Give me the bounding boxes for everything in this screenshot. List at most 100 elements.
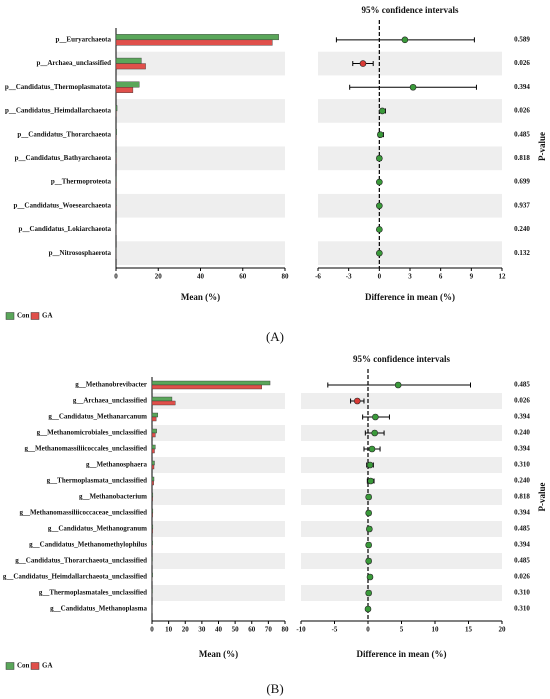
point — [376, 178, 383, 186]
row-band — [301, 425, 502, 441]
bar — [151, 412, 159, 418]
row-band — [301, 457, 502, 473]
row-band — [116, 99, 285, 123]
point — [364, 605, 372, 613]
legend-label: GA — [42, 312, 53, 320]
category-label: g__Methanomassiliicoccaceae_unclassified — [19, 509, 147, 517]
bar — [115, 39, 273, 46]
point — [365, 557, 372, 565]
x-tick-label: 20 — [155, 273, 163, 281]
x-tick-label: 10 — [165, 626, 173, 634]
point — [366, 461, 374, 469]
bar — [151, 400, 176, 406]
row-band — [301, 521, 502, 537]
point — [372, 413, 379, 421]
x-tick-label: 0 — [366, 626, 370, 634]
x-tick-label: 60 — [248, 626, 256, 634]
bar — [151, 572, 153, 578]
row-band — [116, 241, 285, 265]
p-value: 0.485 — [514, 525, 530, 533]
bar — [151, 476, 155, 482]
x-tick-label: 40 — [215, 626, 223, 634]
category-label: g__Methanomicrobiales_unclassified — [37, 429, 147, 437]
x-tick-label: 20 — [499, 626, 507, 634]
row-band — [152, 393, 285, 409]
p-value: 0.310 — [514, 589, 530, 597]
row-band — [116, 51, 285, 76]
x-tick-label: 40 — [197, 273, 205, 281]
row-band — [152, 553, 285, 569]
legend-swatch — [5, 662, 15, 670]
point — [376, 202, 383, 210]
bar — [151, 416, 157, 422]
y2-axis-title: P-value — [537, 482, 547, 511]
row-band — [152, 585, 285, 601]
x-tick-label: 20 — [182, 626, 190, 634]
point — [353, 397, 361, 405]
bar — [151, 380, 271, 386]
bar — [151, 524, 154, 530]
category-label: g__Methanomassiliicoccales_unclassified — [25, 445, 148, 453]
x-tick-label: 80 — [282, 273, 290, 281]
row-band — [152, 457, 285, 473]
category-label: g__Candidatus_Methanomethylophilus — [29, 541, 147, 549]
x-tick-label: 15 — [465, 626, 473, 634]
point — [365, 589, 372, 597]
row-band — [301, 489, 502, 505]
x-tick-label: 0 — [150, 626, 154, 634]
p-value: 0.485 — [514, 381, 530, 389]
category-label: p__Euryarchaeota — [56, 35, 112, 43]
row-band — [318, 241, 502, 265]
x-tick-label: 9 — [470, 273, 474, 281]
legend-label: Con — [17, 312, 30, 320]
point — [371, 429, 379, 437]
p-value: 0.394 — [514, 445, 530, 453]
p-value: 0.589 — [514, 35, 530, 43]
x-tick-label: 10 — [432, 626, 440, 634]
point — [359, 60, 367, 67]
p-value: 0.485 — [514, 130, 530, 138]
chart-title: 95% confidence intervals — [362, 5, 459, 15]
bar — [115, 128, 117, 135]
bar — [151, 444, 156, 450]
p-value: 0.026 — [514, 573, 530, 581]
bar — [151, 428, 157, 434]
x-tick-label: 0 — [114, 273, 118, 281]
p-value: 0.240 — [514, 429, 530, 437]
legend-swatch — [30, 662, 40, 670]
category-label: p__Candidatus_Lokiarchaeota — [19, 225, 112, 233]
category-label: g__Candidatus_Thorarchaeota_unclassified — [15, 557, 147, 565]
point — [394, 381, 402, 389]
category-label: p__Candidatus_Thermoplasmatota — [5, 83, 112, 91]
point — [365, 493, 372, 501]
x-tick-label: 70 — [265, 626, 273, 634]
x-tick-label: -6 — [315, 273, 321, 281]
row-band — [116, 193, 285, 218]
p-value: 0.394 — [514, 541, 530, 549]
y2-axis-title: P-value — [537, 132, 547, 161]
p-value: 0.818 — [514, 154, 530, 162]
bar — [151, 464, 155, 470]
p-value: 0.937 — [514, 201, 530, 209]
category-label: p__Candidatus_Bathyarchaeota — [15, 154, 112, 162]
p-value: 0.240 — [514, 477, 530, 485]
p-value: 0.394 — [514, 509, 530, 517]
p-value: 0.818 — [514, 493, 530, 501]
p-value: 0.394 — [514, 413, 530, 421]
p-value: 0.026 — [514, 397, 530, 405]
category-label: g__Candidatus_Methanarcanum — [48, 413, 147, 421]
category-label: g__Methanosphaera — [86, 461, 148, 469]
x-axis-title: Difference in mean (%) — [365, 292, 455, 302]
x-axis-title: Mean (%) — [181, 292, 220, 302]
category-label: g__Candidatus_Methanoplasma — [50, 605, 147, 613]
bar — [151, 460, 155, 466]
row-band — [152, 489, 285, 505]
x-tick-label: 0 — [378, 273, 382, 281]
p-value: 0.699 — [514, 178, 530, 186]
x-tick-label: 3 — [408, 273, 412, 281]
x-tick-label: 30 — [198, 626, 206, 634]
bar — [151, 432, 156, 438]
point — [366, 573, 374, 581]
p-value: 0.240 — [514, 225, 530, 233]
